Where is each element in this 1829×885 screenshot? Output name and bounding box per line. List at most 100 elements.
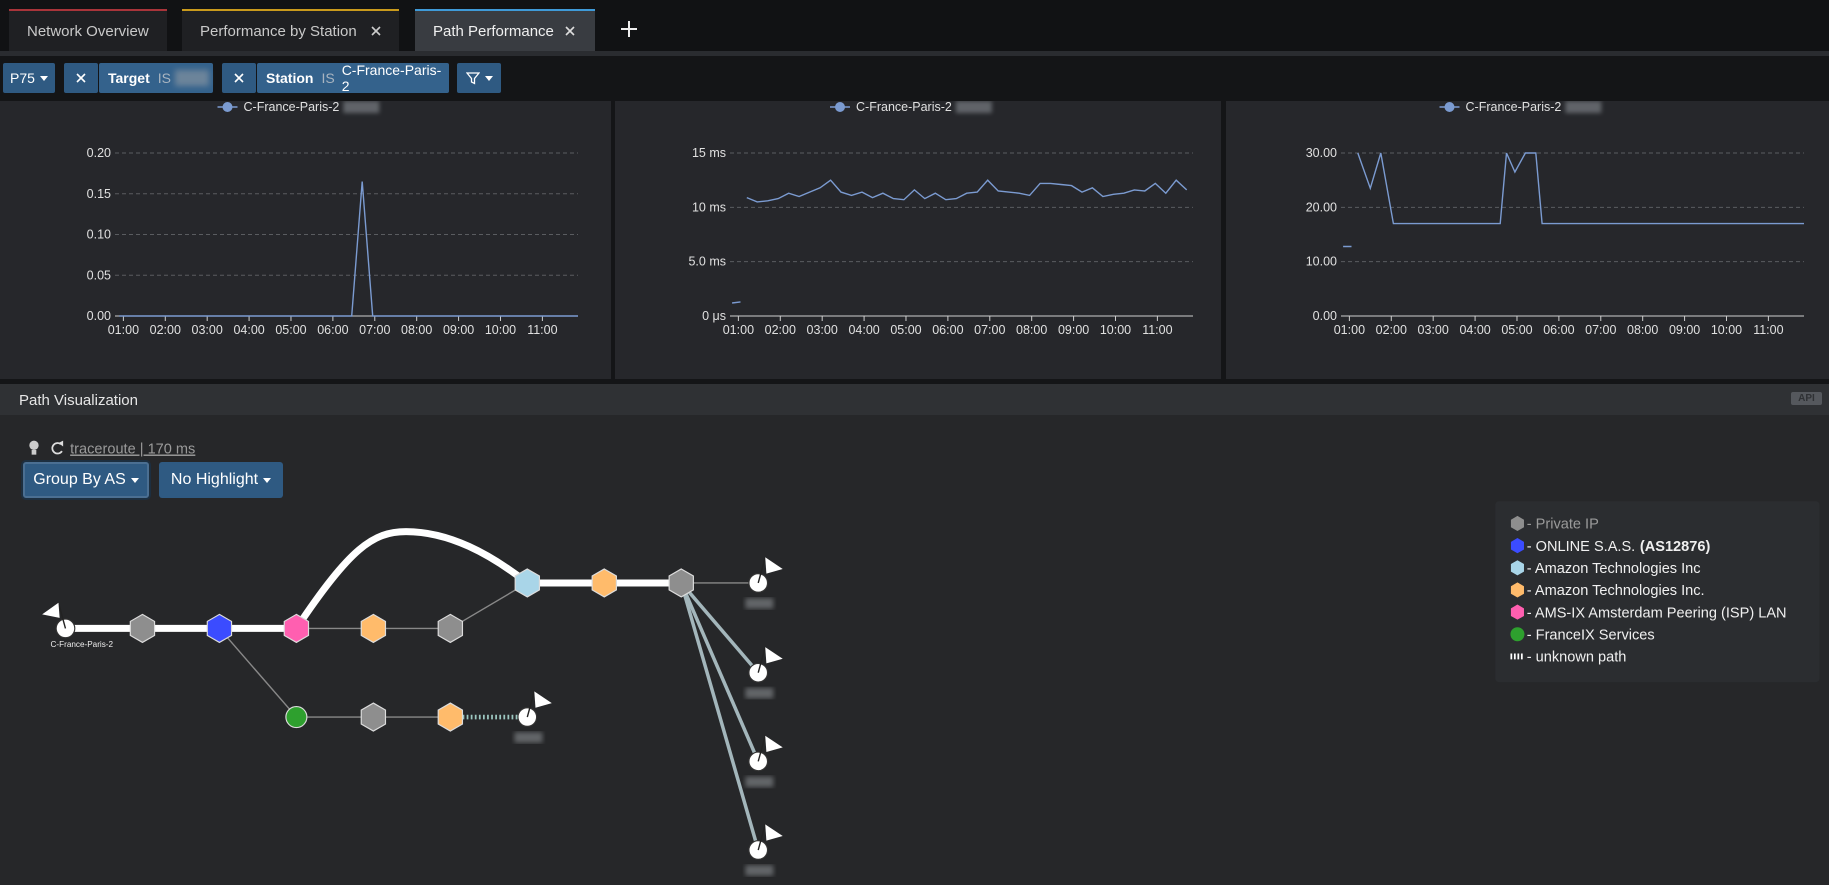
x-tick-label: 03:00 <box>192 323 223 337</box>
filter-menu[interactable] <box>457 63 501 93</box>
legend-item: - AMS-IX Amsterdam Peering (ISP) LAN <box>1527 605 1787 621</box>
tab[interactable]: Performance by Station <box>182 9 399 51</box>
caret <box>263 477 272 483</box>
series-line <box>1343 152 1804 248</box>
legend-icon <box>1510 538 1524 554</box>
as-node <box>360 613 387 644</box>
redacted-label <box>745 776 774 788</box>
redacted-label <box>745 598 774 609</box>
y-tick-label: 10 ms <box>692 200 726 214</box>
y-tick-label: 15 ms <box>692 146 726 160</box>
x-tick-label: 09:00 <box>443 323 474 337</box>
as-node <box>283 613 310 644</box>
x-tick-label: 06:00 <box>1543 323 1574 337</box>
x-tick-label: 07:00 <box>359 323 390 337</box>
x-tick-label: 04:00 <box>848 323 879 337</box>
legend-icon <box>1510 560 1524 576</box>
station-filter[interactable]: Station IS C-France-Paris-2 <box>257 62 449 94</box>
redacted-value <box>174 70 209 86</box>
filter-field: Target <box>108 70 150 86</box>
legend-label: - unknown path <box>1527 650 1627 666</box>
remove-filter[interactable] <box>64 63 98 93</box>
flag <box>765 735 783 753</box>
redacted-value <box>1565 101 1602 113</box>
x-tick-label: 06:00 <box>932 323 963 337</box>
tab[interactable]: Network Overview <box>9 9 167 51</box>
traceroute-link[interactable]: traceroute | 170 ms <box>70 441 195 457</box>
remove-filter[interactable] <box>222 63 256 93</box>
x-tick-label: 04:00 <box>233 323 264 337</box>
section-title: Path Visualization <box>19 392 138 409</box>
filter-operator: IS <box>157 70 171 86</box>
close-icon <box>234 73 244 83</box>
legend-icon <box>1510 627 1525 642</box>
percentile-dropdown[interactable]: P75 <box>3 63 55 93</box>
chart: 0.00 10.00 20.00 30.00 01:00 02:00 03:00 04:00 0… <box>1306 100 1804 337</box>
api-badge[interactable]: API <box>1791 392 1822 405</box>
group-by-dropdown[interactable]: Group By AS <box>23 462 149 498</box>
source-label: C-France-Paris-2 <box>51 640 114 649</box>
filter-operator: IS <box>321 70 335 86</box>
lightbulb-icon[interactable] <box>29 440 39 455</box>
path-graph: traceroute | 170 ms C-France-Paris-2 - P… <box>29 440 1820 876</box>
add-tab-icon[interactable] <box>619 19 639 39</box>
flag <box>765 557 783 574</box>
y-tick-label: 20.00 <box>1306 200 1337 214</box>
flag <box>765 824 783 841</box>
tab[interactable]: Path Performance <box>415 9 595 51</box>
x-tick-label: 11:00 <box>1142 323 1172 337</box>
edges <box>65 528 760 851</box>
legend-item: - ONLINE S.A.S. (AS12876) <box>1527 539 1711 555</box>
as-node <box>591 568 617 598</box>
x-tick-label: 01:00 <box>723 323 754 337</box>
legend-marker <box>1444 102 1455 112</box>
refresh-icon[interactable] <box>51 440 64 455</box>
highlight-dropdown[interactable]: No Highlight <box>159 462 283 498</box>
api-badge-label: API <box>1798 393 1815 404</box>
x-tick-label: 02:00 <box>765 323 796 337</box>
y-tick-label: 0.20 <box>87 146 111 160</box>
edge <box>218 627 297 718</box>
caret <box>39 75 48 81</box>
x-tick-label: 10:00 <box>1711 323 1742 337</box>
y-tick-label: 0.05 <box>87 268 111 282</box>
x-tick-label: 01:00 <box>1334 323 1365 337</box>
close-icon[interactable] <box>564 25 576 37</box>
legend-label: - Amazon Technologies Inc. <box>1527 583 1705 599</box>
legend-icon <box>1510 604 1524 620</box>
legend-label: - Private IP <box>1527 517 1599 533</box>
legend-marker <box>222 102 233 112</box>
filter-value: C-France-Paris-2 <box>341 62 442 94</box>
filter-field: Station <box>266 70 314 86</box>
flag <box>765 647 783 664</box>
x-tick-label: 05:00 <box>1501 323 1532 337</box>
x-tick-label: 08:00 <box>1627 323 1658 337</box>
x-tick-label: 09:00 <box>1669 323 1700 337</box>
legend-item: - Private IP <box>1527 517 1599 533</box>
x-tick-label: 03:00 <box>807 323 838 337</box>
as-node <box>360 702 387 732</box>
close-icon <box>76 73 86 83</box>
x-tick-label: 11:00 <box>527 323 557 337</box>
chart: 0.00 0.05 0.10 0.15 0.20 01:00 02:00 03:00 04:00… <box>87 100 578 337</box>
legend-label: C-France-Paris-2 <box>244 101 340 114</box>
target-filter[interactable]: Target IS <box>99 63 213 93</box>
x-tick-label: 08:00 <box>401 323 432 337</box>
legend-marker <box>835 102 845 112</box>
close-icon[interactable] <box>370 25 382 37</box>
legend-as-number: (AS12876) <box>1640 539 1711 555</box>
x-tick-label: 08:00 <box>1016 323 1047 337</box>
flag-pole <box>57 602 67 629</box>
x-tick-label: 10:00 <box>1100 323 1131 337</box>
series-line <box>732 179 1188 304</box>
x-tick-label: 01:00 <box>108 323 139 337</box>
chart-panel: 0.00 0.05 0.10 0.15 0.20 01:00 02:00 03:00 04:00… <box>0 100 611 379</box>
as-node <box>437 702 464 732</box>
legend-box <box>1495 501 1820 683</box>
as-node <box>514 568 541 598</box>
legend-label: - ONLINE S.A.S. <box>1527 539 1635 555</box>
legend-icon <box>1510 582 1524 598</box>
x-tick-label: 06:00 <box>317 323 348 337</box>
flag <box>534 691 552 708</box>
edge <box>679 581 760 674</box>
